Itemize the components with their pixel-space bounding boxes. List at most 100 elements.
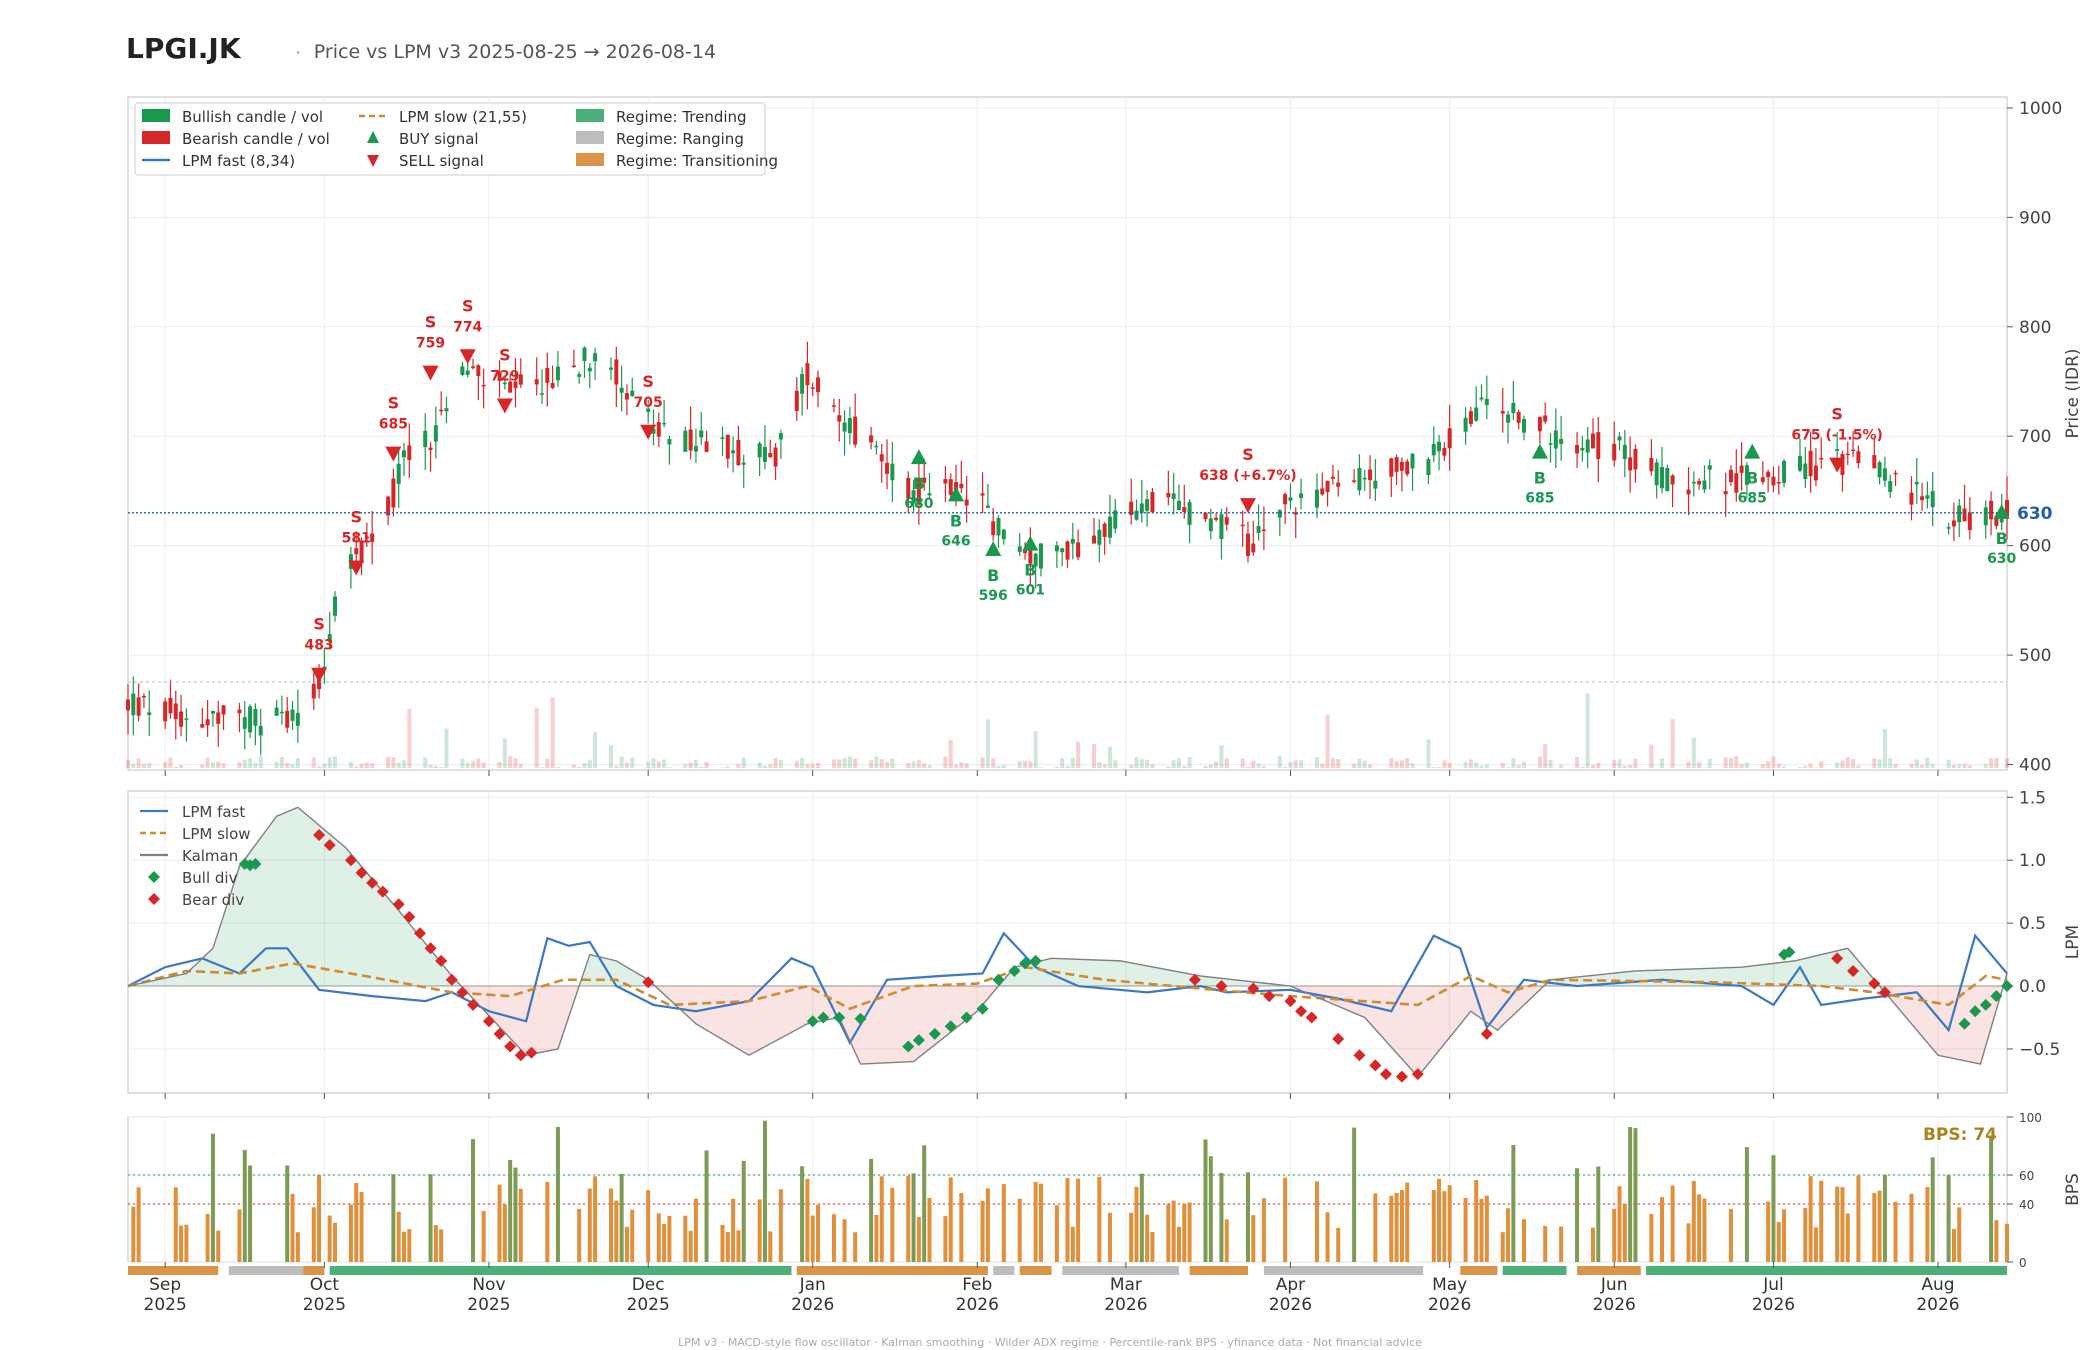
- bear-div-marker: [1379, 1068, 1392, 1081]
- volume-bar: [540, 767, 545, 768]
- bps-bar: [1203, 1139, 1208, 1262]
- bull-div-marker: [992, 973, 1005, 986]
- regime-segment: [796, 1266, 988, 1275]
- candle-body: [624, 393, 629, 400]
- volume-bar: [1256, 763, 1261, 768]
- bps-bar: [1930, 1157, 1935, 1262]
- volume-bar: [587, 760, 592, 768]
- volume-bar: [1362, 760, 1367, 768]
- bps-y-tick-label: 0: [2019, 1256, 2027, 1270]
- candle-body: [1925, 495, 1930, 499]
- volume-bar: [1479, 765, 1484, 768]
- x-tick-year: 2026: [1916, 1295, 1959, 1315]
- bps-bar: [131, 1206, 136, 1262]
- regime-segment: [1502, 1266, 1567, 1275]
- bull-div-marker: [1990, 990, 2003, 1003]
- candle-body: [1771, 476, 1776, 486]
- regime-segment: [1263, 1266, 1424, 1275]
- volume-bar: [295, 758, 300, 768]
- bps-bar: [959, 1193, 964, 1262]
- candle-body: [1707, 465, 1712, 470]
- volume-bar: [1261, 765, 1266, 768]
- bear-div-marker: [456, 986, 469, 999]
- lpm-slow-line: [127, 962, 2008, 1011]
- volume-bar: [285, 762, 290, 768]
- bear-div-marker: [445, 973, 458, 986]
- price-y-tick-label: 700: [2019, 427, 2051, 447]
- sell-signal-marker: [422, 365, 439, 381]
- candle-body: [985, 505, 990, 508]
- candle-body: [290, 709, 295, 721]
- candle-body: [1028, 541, 1033, 564]
- volume-bar: [662, 759, 667, 768]
- bull-div-marker: [902, 1040, 915, 1053]
- volume-bar: [460, 758, 465, 768]
- volume-bar: [370, 763, 375, 768]
- volume-bar: [1474, 762, 1479, 768]
- candle-body: [847, 417, 852, 434]
- bps-bar: [1766, 1201, 1771, 1262]
- volume-bar: [869, 760, 874, 768]
- bps-bar: [1776, 1222, 1781, 1262]
- candle-body: [396, 463, 401, 485]
- candle-body: [502, 382, 507, 385]
- volume-bar: [1840, 760, 1845, 768]
- candle-body: [1930, 491, 1935, 508]
- volume-bar: [147, 762, 152, 768]
- candle-body: [805, 363, 810, 386]
- volume-bar: [1989, 758, 1994, 768]
- candle-body: [1553, 430, 1558, 449]
- bps-bar: [173, 1187, 178, 1262]
- volume-bar: [922, 763, 927, 768]
- candle-body: [1983, 507, 1988, 526]
- legend-label: Regime: Ranging: [616, 130, 744, 148]
- bull-div-marker: [854, 1012, 867, 1025]
- volume-bar: [1925, 757, 1930, 768]
- volume-bar: [911, 761, 916, 768]
- bps-bar: [1017, 1198, 1022, 1262]
- volume-bar: [423, 757, 428, 768]
- bps-bar: [1325, 1212, 1330, 1262]
- lpm-y-tick-label: 1.5: [2019, 788, 2046, 808]
- candle-body: [1092, 535, 1097, 544]
- candle-body: [540, 393, 545, 395]
- bps-bar: [943, 1216, 948, 1262]
- candle-body: [1760, 477, 1765, 483]
- volume-bar: [619, 756, 624, 768]
- bps-bar: [2005, 1223, 2009, 1262]
- volume-bar: [1017, 760, 1022, 768]
- candle-body: [927, 493, 932, 496]
- bps-bar: [1659, 1197, 1664, 1262]
- bps-bar: [242, 1149, 247, 1262]
- volume-bar: [624, 762, 629, 768]
- bull-div-marker: [944, 1020, 957, 1033]
- candle-body: [370, 533, 375, 543]
- candle-body: [794, 390, 799, 412]
- volume-bar: [1983, 763, 1988, 768]
- regime-segment: [1460, 1266, 1498, 1275]
- bps-bar: [1989, 1136, 1994, 1262]
- candle-body: [831, 405, 836, 407]
- volume-bar: [996, 766, 1001, 768]
- volume-bar: [874, 756, 879, 768]
- regime-segment: [1019, 1266, 1052, 1275]
- volume-bar: [1182, 766, 1187, 768]
- lpm-y-tick-label: 0.0: [2019, 977, 2046, 997]
- bps-bar: [1070, 1226, 1075, 1262]
- candle-body: [237, 709, 242, 714]
- candle-body: [1373, 480, 1378, 489]
- bps-bar: [1500, 1232, 1505, 1262]
- price-y-tick-label: 900: [2019, 208, 2051, 228]
- buy-signal-price: 596: [979, 588, 1008, 604]
- bps-bar: [407, 1229, 412, 1262]
- candle-body: [1989, 500, 1994, 520]
- lpm-y-tick-label: 1.0: [2019, 851, 2046, 871]
- bps-bar: [1590, 1227, 1595, 1262]
- candle-body: [1171, 493, 1176, 499]
- candle-body: [656, 422, 661, 437]
- bps-bar: [1691, 1180, 1696, 1262]
- volume-bar: [577, 766, 582, 768]
- volume-bar: [1352, 763, 1357, 768]
- buy-signal-letter: B: [987, 566, 999, 585]
- bps-bar: [348, 1204, 353, 1262]
